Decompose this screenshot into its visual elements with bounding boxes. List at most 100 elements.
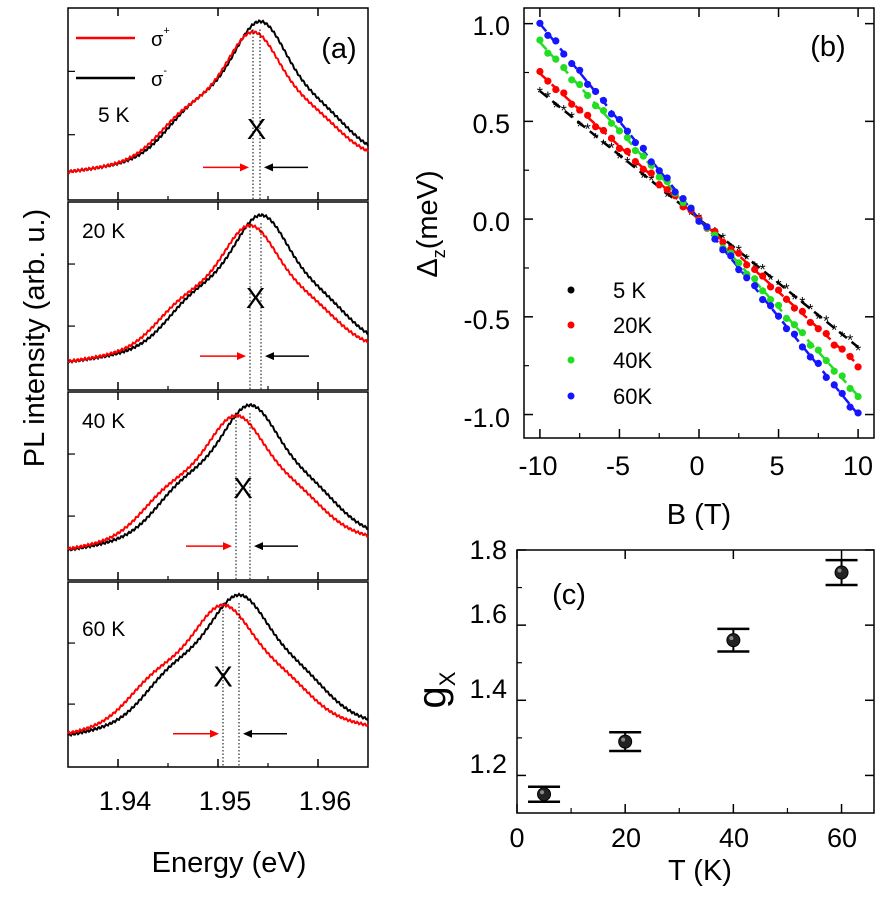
panel-c-frame <box>516 549 875 814</box>
data-point <box>647 169 655 177</box>
data-point: * <box>855 343 861 360</box>
data-point <box>774 312 783 320</box>
legend-marker-60k <box>567 392 575 400</box>
data-point: * <box>545 90 551 107</box>
data-point <box>647 158 655 166</box>
g-factor-point <box>528 785 561 803</box>
data-point <box>544 31 552 39</box>
spectrum-sigma-plus <box>67 29 369 175</box>
panel-c-ytick-1: 1.2 <box>469 749 507 779</box>
data-point <box>607 119 616 127</box>
data-point: * <box>783 282 789 299</box>
data-point: * <box>632 160 638 177</box>
panel-a-subplot-3: 40 K X <box>67 391 369 581</box>
data-point <box>618 734 633 749</box>
data-point <box>759 295 767 304</box>
data-point <box>623 127 632 135</box>
panel-a-temperature-label: 5 K <box>98 104 130 127</box>
panel-c-ytick-4: 1.8 <box>469 535 507 565</box>
data-point <box>584 91 592 100</box>
panel-c-xtick-3: 40 <box>719 823 749 853</box>
data-point <box>568 76 576 84</box>
data-point <box>766 283 775 291</box>
data-point <box>751 282 759 290</box>
data-point: * <box>624 155 630 172</box>
data-point <box>639 165 647 173</box>
data-point <box>576 106 584 114</box>
data-point <box>591 123 600 131</box>
panel-b-xtick-2: -5 <box>606 451 630 481</box>
data-point <box>536 19 544 27</box>
data-point-highlight <box>837 568 842 573</box>
legend-marker-5k <box>567 286 575 294</box>
fit-line-5k <box>539 90 859 349</box>
data-point <box>774 286 783 294</box>
panel-c-ytick-2: 1.4 <box>469 674 507 704</box>
panel-a-xtick-1: 1.94 <box>99 786 152 816</box>
data-point <box>790 330 799 338</box>
spectrum-sigma-plus <box>67 223 369 364</box>
data-point <box>560 63 568 72</box>
data-point: * <box>585 121 591 138</box>
data-point <box>655 173 663 181</box>
data-point <box>552 37 560 45</box>
data-point <box>854 409 862 417</box>
data-point <box>615 127 624 135</box>
data-point: * <box>775 277 781 294</box>
legend-marker-40k <box>567 356 575 364</box>
data-point <box>560 89 568 97</box>
data-point <box>576 80 584 89</box>
data-point: * <box>616 151 622 168</box>
data-point: * <box>839 330 845 347</box>
data-point <box>782 325 791 333</box>
g-factor-point <box>825 558 858 587</box>
data-point <box>584 80 592 88</box>
data-point <box>679 194 687 203</box>
data-point <box>814 325 822 333</box>
data-point: * <box>537 85 543 102</box>
data-point <box>599 126 608 135</box>
data-point <box>544 77 552 85</box>
data-point <box>814 346 822 354</box>
panel-a-temperature-label: 20 K <box>82 220 125 243</box>
data-point <box>806 318 814 327</box>
panel-b-ytick-4: -0.5 <box>463 305 510 335</box>
data-point <box>623 133 632 142</box>
data-point: * <box>823 313 829 330</box>
arrow-sigma-plus-head <box>210 729 219 738</box>
data-point <box>751 265 759 274</box>
data-point <box>854 392 862 401</box>
data-point <box>599 96 608 105</box>
legend-label-20k: 20K <box>613 313 652 338</box>
data-point <box>631 139 639 147</box>
data-point: * <box>561 103 567 120</box>
data-point <box>655 167 663 175</box>
data-point: * <box>592 131 598 148</box>
data-point <box>782 295 791 303</box>
data-point <box>599 107 608 115</box>
data-point-highlight <box>729 636 734 641</box>
peak-label-x: X <box>246 283 265 315</box>
data-point <box>655 180 663 189</box>
data-point <box>766 296 775 304</box>
panel-a-xtick-2: 1.95 <box>199 786 252 816</box>
panel-c-ytick-3: 1.6 <box>469 599 507 629</box>
legend-marker-20k <box>567 321 575 329</box>
data-point <box>838 389 846 398</box>
panel-b-ytick-2: 0.5 <box>472 109 510 139</box>
data-point <box>607 110 616 118</box>
data-point <box>560 50 568 58</box>
data-point <box>790 321 799 329</box>
panel-c: (c) 1.2 1.4 1.6 1.8 0 20 40 60 T (K) gX <box>410 535 875 887</box>
data-point <box>544 49 552 57</box>
data-point <box>591 87 600 96</box>
data-point <box>838 372 846 380</box>
data-point <box>552 85 560 94</box>
data-point <box>719 246 727 254</box>
spectrum-sigma-plus <box>67 602 369 736</box>
data-point: * <box>672 192 678 209</box>
panel-a-subplot-2: 20 K X <box>67 201 369 391</box>
panel-b-ytick-5: -1.0 <box>463 403 510 433</box>
data-point <box>687 204 695 212</box>
data-point <box>854 363 862 371</box>
